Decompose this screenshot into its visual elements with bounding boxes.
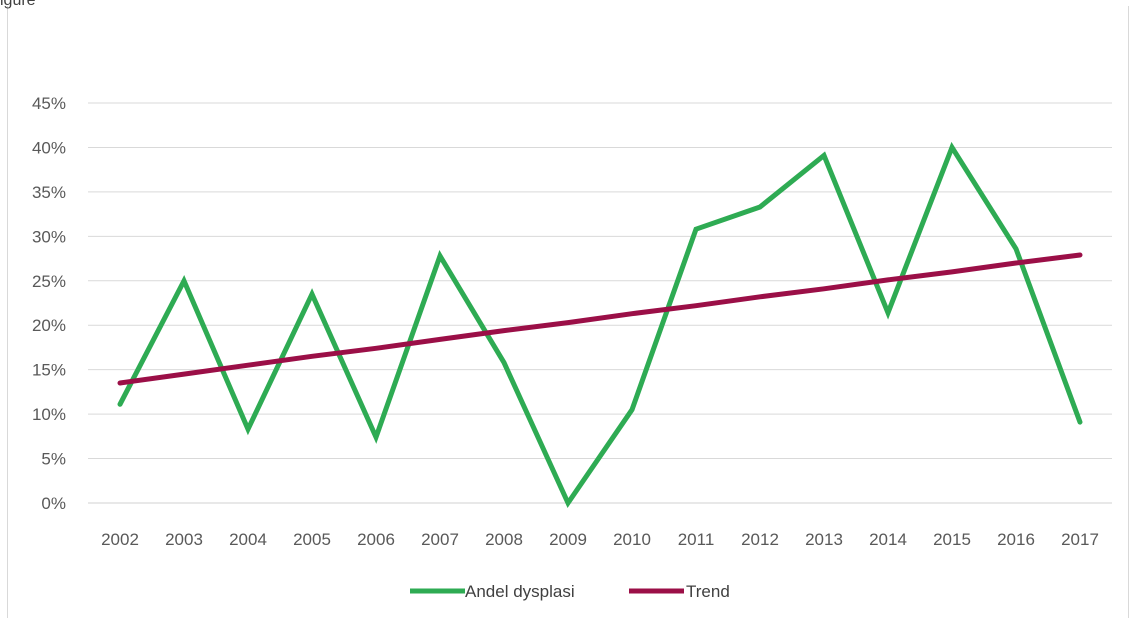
grid-lines	[88, 102, 1112, 504]
y-tick-label: 5%	[41, 450, 66, 469]
x-tick-label: 2009	[549, 530, 587, 549]
y-axis-ticks: 0% 5% 10% 15% 20% 25% 30% 35% 40% 45%	[32, 94, 66, 513]
legend: Andel dysplasi Trend	[410, 582, 730, 601]
y-tick-label: 10%	[32, 405, 66, 424]
x-axis-ticks: 2002 2003 2004 2005 2006 2007 2008 2009 2010 2011…	[101, 530, 1099, 549]
figure-label-fragment: igure	[0, 0, 36, 9]
x-tick-label: 2007	[421, 530, 459, 549]
x-tick-label: 2010	[613, 530, 651, 549]
x-tick-label: 2003	[165, 530, 203, 549]
y-tick-label: 20%	[32, 316, 66, 335]
x-tick-label: 2004	[229, 530, 267, 549]
x-tick-label: 2008	[485, 530, 523, 549]
x-tick-label: 2015	[933, 530, 971, 549]
y-tick-label: 25%	[32, 272, 66, 291]
x-tick-label: 2013	[805, 530, 843, 549]
series-lines	[117, 141, 1083, 509]
y-tick-label: 35%	[32, 183, 66, 202]
y-tick-label: 30%	[32, 227, 66, 246]
legend-label: Andel dysplasi	[465, 582, 575, 601]
x-tick-label: 2012	[741, 530, 779, 549]
x-tick-label: 2017	[1061, 530, 1099, 549]
y-tick-label: 40%	[32, 138, 66, 157]
x-tick-label: 2016	[997, 530, 1035, 549]
y-tick-label: 0%	[41, 494, 66, 513]
chart-frame	[7, 6, 1129, 618]
x-tick-label: 2006	[357, 530, 395, 549]
x-tick-label: 2014	[869, 530, 907, 549]
y-tick-label: 15%	[32, 361, 66, 380]
y-tick-label: 45%	[32, 94, 66, 113]
legend-label: Trend	[686, 582, 730, 601]
x-tick-label: 2002	[101, 530, 139, 549]
x-tick-label: 2005	[293, 530, 331, 549]
x-tick-label: 2011	[678, 530, 715, 549]
series-line-trend	[117, 252, 1083, 386]
